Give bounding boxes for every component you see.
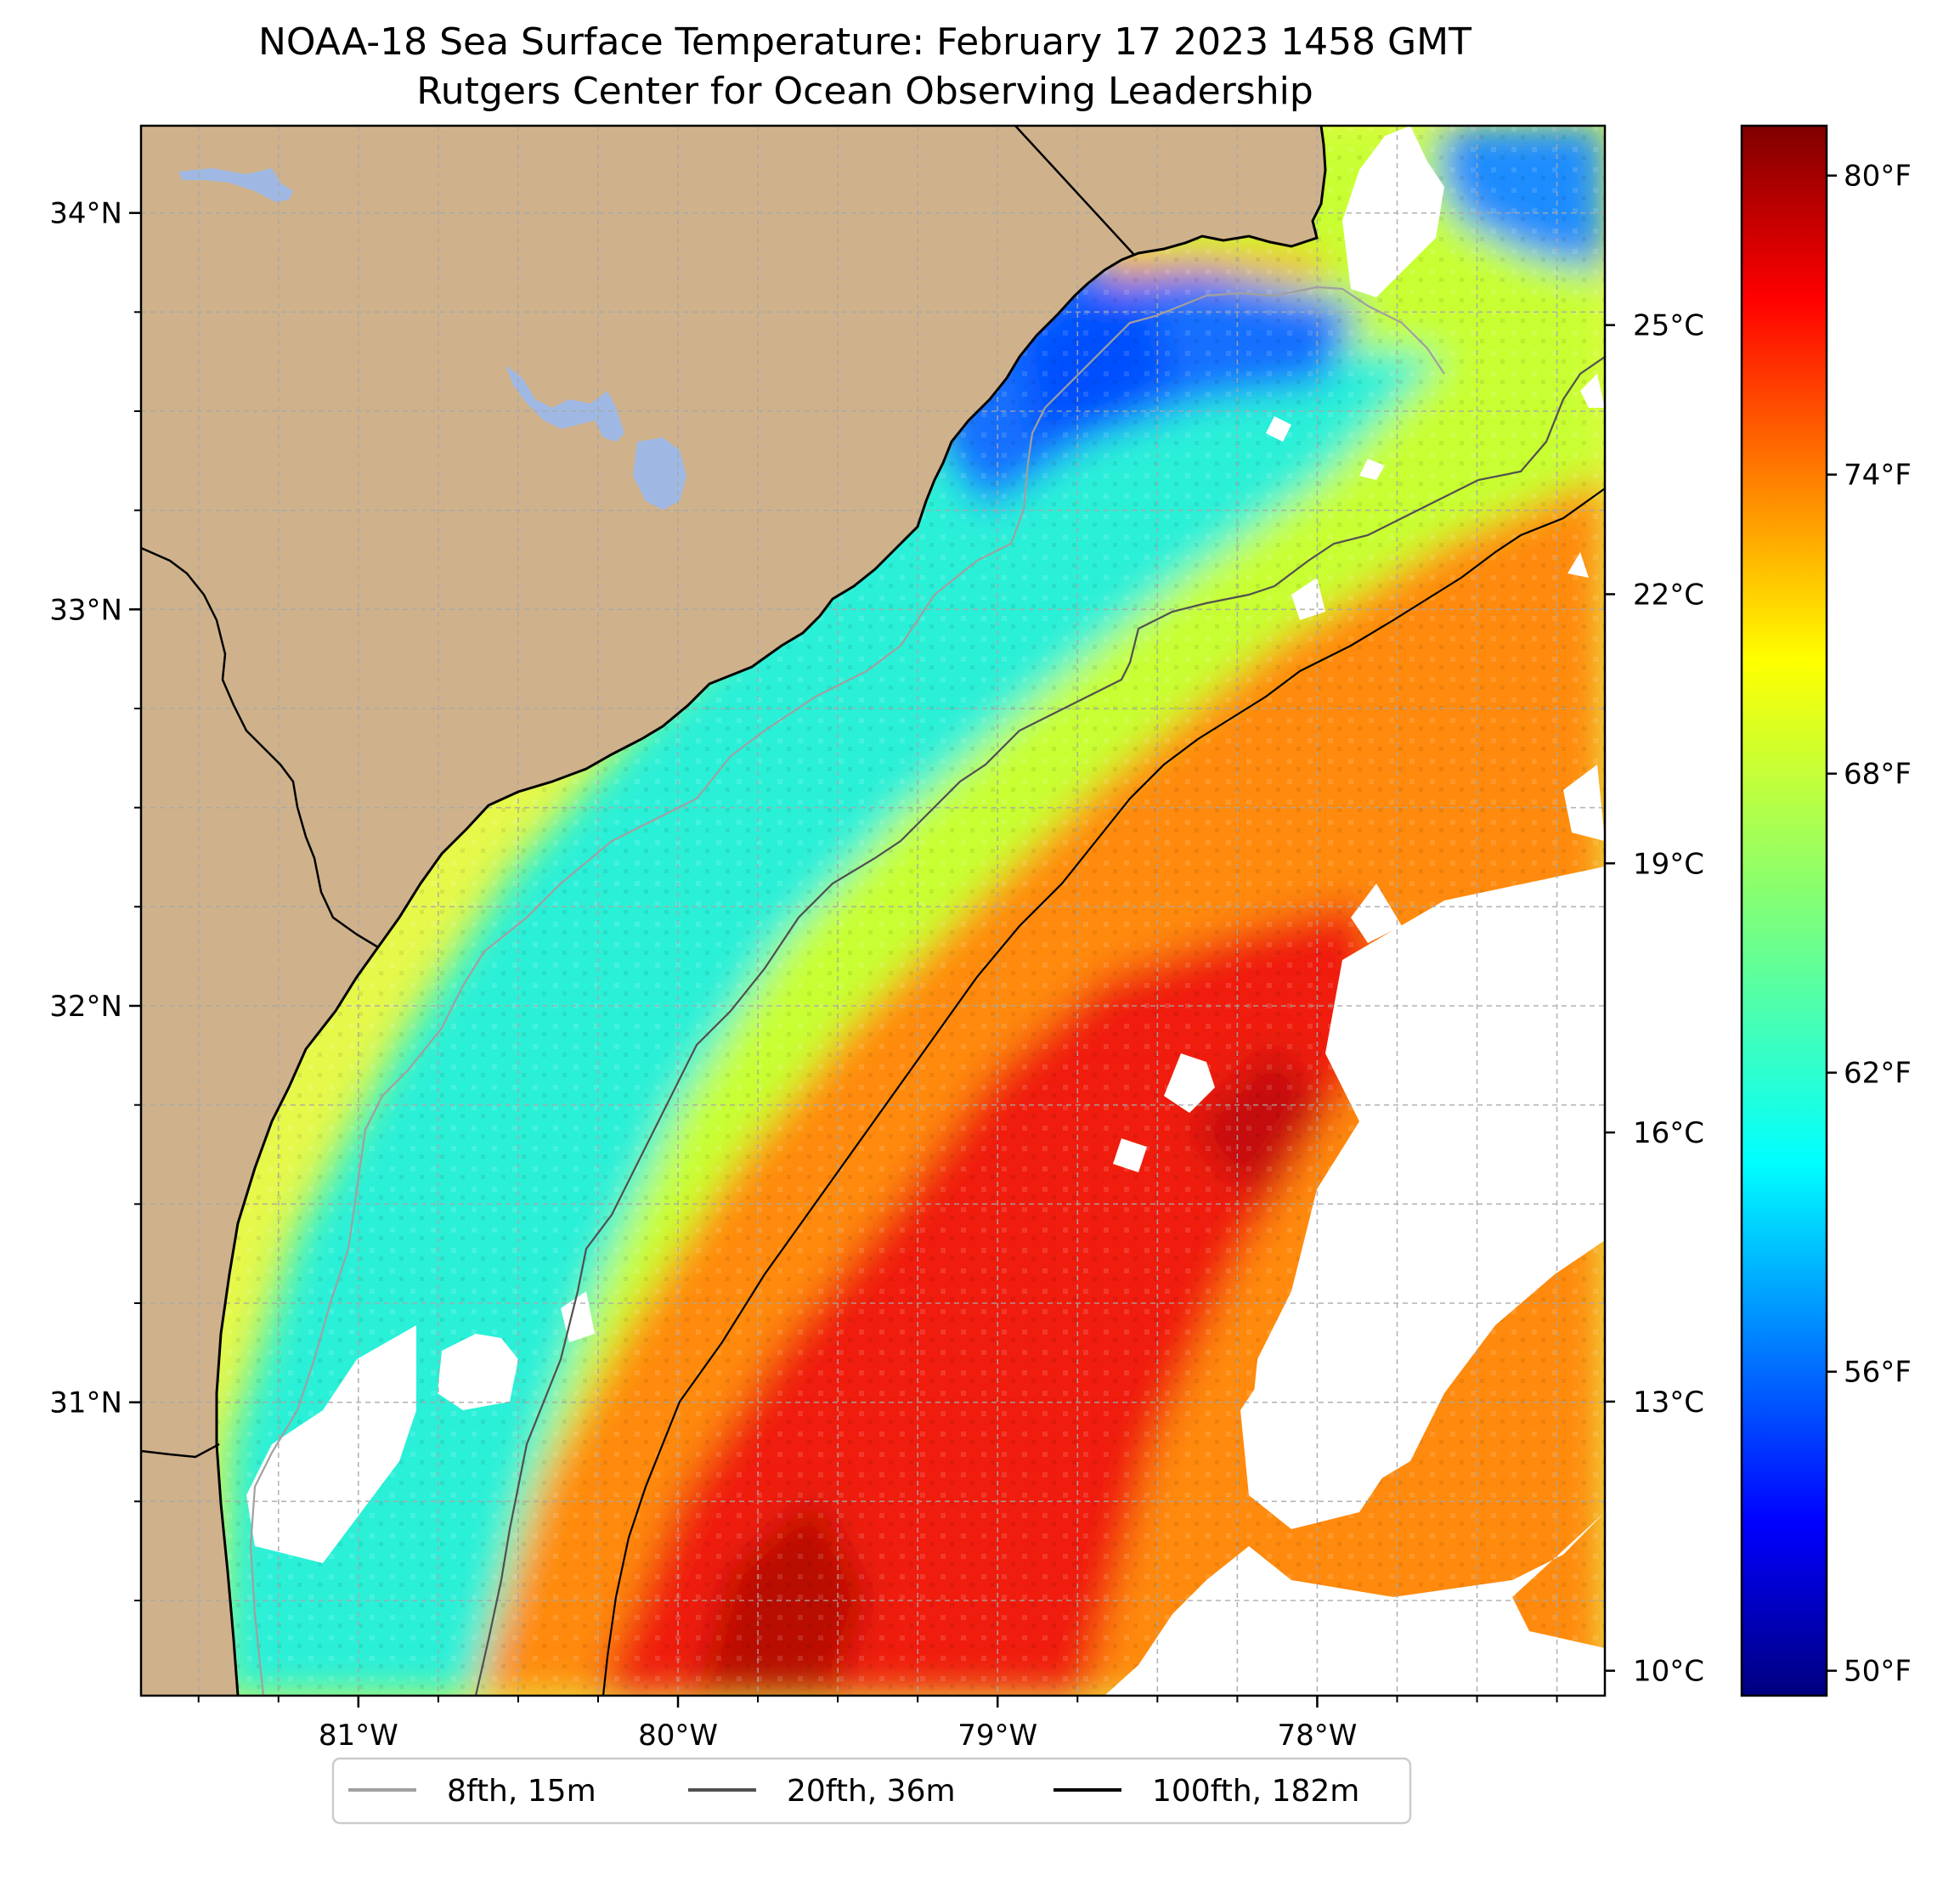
state-border [1014, 126, 1135, 256]
colorbar-c-label: 16°C [1633, 1116, 1704, 1150]
lake-marion [178, 168, 293, 202]
colorbar-f-label: 56°F [1844, 1356, 1912, 1390]
legend-label-100fth: 100fth, 182m [1152, 1774, 1359, 1809]
contour-8fth [249, 285, 1445, 1696]
no-data-patches [246, 126, 1605, 1696]
x-tick-label: 80°W [638, 1719, 718, 1753]
y-axis: 34°N 33°N 32°N 31°N [49, 197, 141, 1601]
gridlines [141, 126, 1605, 1696]
colorbar-f-label: 68°F [1844, 758, 1912, 792]
y-tick-label: 34°N [49, 197, 122, 231]
colorbar-c-label: 19°C [1633, 847, 1704, 881]
contour-legend: 8fth, 15m 20fth, 36m 100fth, 182m [331, 1757, 1412, 1825]
map-frame [139, 124, 1607, 1697]
colorbar-celsius-axis: 10°C 13°C 16°C 19°C 22°C 25°C [1605, 309, 1704, 1689]
colorbar: 10°C 13°C 16°C 19°C 22°C 25°C 50°F 56°F 62°F 68°… [1605, 124, 1912, 1697]
colorbar-c-label: 22°C [1633, 578, 1704, 612]
map-title: NOAA-18 Sea Surface Temperature: Februar… [258, 20, 1471, 64]
colorbar-f-label: 80°F [1844, 160, 1912, 194]
y-tick-label: 31°N [49, 1386, 122, 1420]
colorbar-f-label: 50°F [1844, 1655, 1912, 1689]
map-panel [141, 126, 1605, 1696]
colorbar-frame [1740, 124, 1828, 1697]
colorbar-c-label: 25°C [1633, 309, 1704, 343]
x-tick-label: 78°W [1277, 1719, 1357, 1753]
colorbar-f-label: 74°F [1844, 459, 1912, 493]
contour-20fth [474, 356, 1605, 1696]
colorbar-c-label: 10°C [1633, 1655, 1704, 1689]
legend-label-8fth: 8fth, 15m [447, 1774, 596, 1809]
colorbar-gradient [1742, 126, 1827, 1696]
map-subtitle: Rutgers Center for Ocean Observing Leade… [416, 70, 1313, 113]
x-tick-label: 81°W [319, 1719, 398, 1753]
x-tick-label: 79°W [957, 1719, 1037, 1753]
x-axis: 81°W 80°W 79°W 78°W [197, 1696, 1558, 1753]
y-tick-label: 32°N [49, 990, 122, 1024]
lake-moultrie [506, 365, 624, 442]
colorbar-fahrenheit-axis: 50°F 56°F 62°F 68°F 74°F 80°F [1827, 160, 1912, 1689]
legend-frame [331, 1757, 1412, 1825]
land [141, 126, 1325, 1696]
coastline [215, 126, 1327, 1696]
lake-lower [633, 438, 686, 510]
altamaha-river [141, 1442, 220, 1459]
contour-100fth [602, 488, 1605, 1696]
colorbar-f-label: 62°F [1844, 1057, 1912, 1091]
savannah-river [141, 546, 379, 949]
colorbar-c-label: 13°C [1633, 1386, 1704, 1420]
legend-label-20fth: 20fth, 36m [787, 1774, 956, 1809]
y-tick-label: 33°N [49, 593, 122, 627]
